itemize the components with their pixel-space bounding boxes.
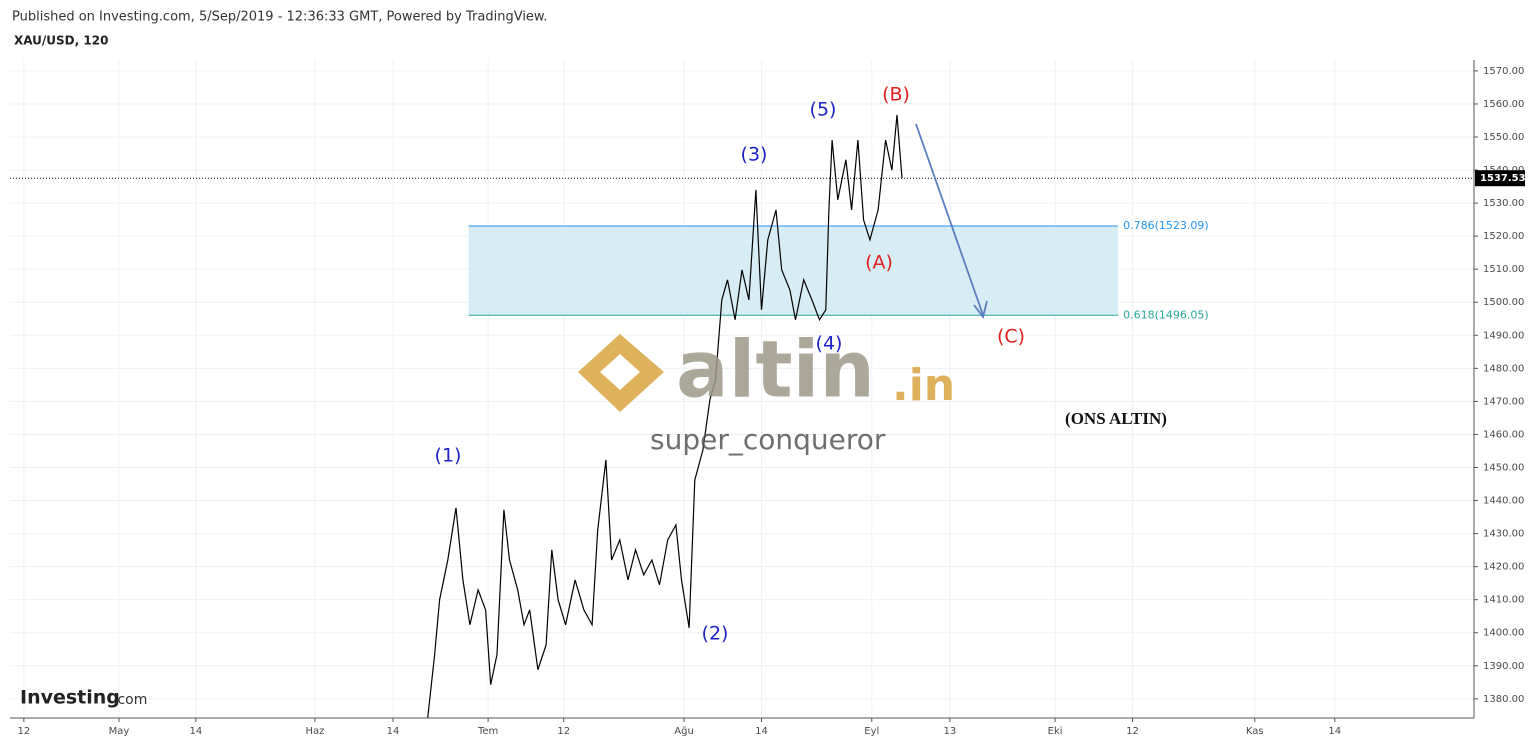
x-tick-label: Haz xyxy=(305,726,324,737)
y-tick-label: 1570.00 xyxy=(1483,66,1524,77)
y-tick-label: 1520.00 xyxy=(1483,231,1524,242)
y-tick-label: 1380.00 xyxy=(1483,694,1524,705)
wave-label: (A) xyxy=(865,252,893,274)
y-tick-label: 1490.00 xyxy=(1483,330,1524,341)
y-tick-label: 1560.00 xyxy=(1483,99,1524,110)
y-tick-label: 1420.00 xyxy=(1483,562,1524,573)
last-price-label: 1537.53 xyxy=(1480,173,1526,184)
watermark-logo: altin xyxy=(676,325,875,415)
fib-label: 0.618(1496.05) xyxy=(1123,308,1209,321)
last-price-box xyxy=(1475,170,1525,187)
x-tick-label: 12 xyxy=(557,726,570,737)
y-tick-label: 1510.00 xyxy=(1483,264,1524,275)
footer-brand: Investing xyxy=(20,687,120,709)
y-tick-label: 1450.00 xyxy=(1483,462,1524,473)
y-tick-label: 1400.00 xyxy=(1483,628,1524,639)
watermark-icon xyxy=(600,354,640,390)
x-tick-label: Eyl xyxy=(864,726,879,737)
footer-suffix: .com xyxy=(113,692,147,708)
x-tick-label: 14 xyxy=(755,726,768,737)
wave-label: (3) xyxy=(741,144,768,166)
x-tick-label: May xyxy=(109,726,130,737)
plot: 0.786(1523.09) 0.618(1496.05) xyxy=(10,114,1474,719)
watermark: altin .in super_conqueror xyxy=(578,325,955,456)
y-tick-label: 1410.00 xyxy=(1483,595,1524,606)
x-tick-label: 14 xyxy=(387,726,400,737)
watermark-user: super_conqueror xyxy=(650,423,886,456)
y-tick-label: 1390.00 xyxy=(1483,661,1524,672)
y-tick-label: 1470.00 xyxy=(1483,396,1524,407)
y-tick-label: 1430.00 xyxy=(1483,529,1524,540)
x-tick-label: 12 xyxy=(17,726,30,737)
y-tick-label: 1550.00 xyxy=(1483,132,1524,143)
wave-label: (4) xyxy=(816,333,843,355)
price-line xyxy=(427,114,903,719)
y-tick-label: 1500.00 xyxy=(1483,297,1524,308)
arrow xyxy=(915,123,988,320)
x-tick-label: Kas xyxy=(1246,726,1264,737)
y-tick-label: 1480.00 xyxy=(1483,363,1524,374)
x-tick-label: 12 xyxy=(1126,726,1139,737)
fib-label: 0.786(1523.09) xyxy=(1123,219,1209,232)
wave-label: (2) xyxy=(702,623,729,645)
watermark-suffix: .in xyxy=(892,360,955,411)
fib-zone xyxy=(468,225,1119,316)
x-tick-label: Eki xyxy=(1048,726,1063,737)
wave-label: (C) xyxy=(997,326,1025,348)
x-tick-label: Tem xyxy=(477,726,498,737)
wave-label: (5) xyxy=(810,99,837,121)
x-tick-label: 14 xyxy=(1328,726,1341,737)
symbol: XAU/USD, 120 xyxy=(14,34,108,48)
x-tick-label: Ağu xyxy=(674,725,694,737)
y-tick-label: 1460.00 xyxy=(1483,429,1524,440)
wave-label: (1) xyxy=(435,445,462,467)
y-tick-label: 1440.00 xyxy=(1483,496,1524,507)
chart-note: (ONS ALTIN) xyxy=(1065,409,1167,428)
y-tick-label: 1530.00 xyxy=(1483,198,1524,209)
x-tick-label: 14 xyxy=(189,726,202,737)
published-note: Published on Investing.com, 5/Sep/2019 -… xyxy=(12,10,548,25)
wave-label: (B) xyxy=(882,84,910,106)
x-tick-label: 13 xyxy=(944,726,957,737)
